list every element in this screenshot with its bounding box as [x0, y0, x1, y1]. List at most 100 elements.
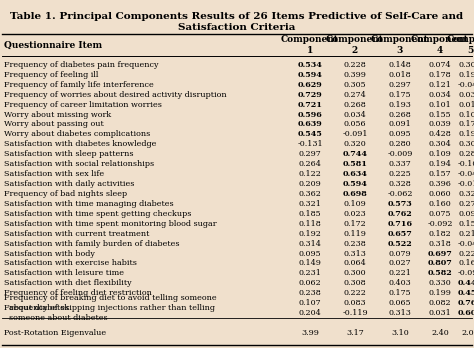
Text: 0.034: 0.034 [344, 111, 366, 119]
Text: 0.594: 0.594 [298, 71, 322, 79]
Text: 0.204: 0.204 [299, 309, 321, 317]
Text: Satisfaction with exercise habits: Satisfaction with exercise habits [4, 259, 137, 267]
Text: -0.012: -0.012 [457, 180, 474, 188]
Text: 0.062: 0.062 [299, 279, 321, 287]
Text: 0.170: 0.170 [459, 120, 474, 128]
Text: 0.321: 0.321 [299, 200, 321, 208]
Text: 0.697: 0.697 [428, 250, 452, 258]
Text: 0.175: 0.175 [389, 91, 411, 99]
Text: 0.083: 0.083 [344, 299, 366, 307]
Text: Frequency of worries about desired activity disruption: Frequency of worries about desired activ… [4, 91, 227, 99]
Text: 0.309: 0.309 [459, 61, 474, 69]
Text: 0.157: 0.157 [428, 170, 451, 178]
Text: Worry about passing out: Worry about passing out [4, 120, 104, 128]
Text: -0.131: -0.131 [297, 140, 323, 148]
Text: 0.320: 0.320 [344, 140, 366, 148]
Text: 0.093: 0.093 [459, 210, 474, 218]
Text: 0.178: 0.178 [428, 71, 451, 79]
Text: 0.403: 0.403 [389, 279, 411, 287]
Text: Frequency of breaking diet to avoid telling someone
  about diabetes: Frequency of breaking diet to avoid tell… [4, 294, 217, 312]
Text: Satisfaction with time managing diabetes: Satisfaction with time managing diabetes [4, 200, 173, 208]
Text: Component
1: Component 1 [281, 35, 339, 55]
Text: Satisfaction with diabetes knowledge: Satisfaction with diabetes knowledge [4, 140, 156, 148]
Text: 0.231: 0.231 [299, 269, 321, 277]
Text: 0.264: 0.264 [299, 160, 321, 168]
Text: Compone
5: Compone 5 [447, 35, 474, 55]
Text: Satisfaction with body: Satisfaction with body [4, 250, 95, 258]
Text: 0.304: 0.304 [428, 140, 451, 148]
Text: -0.046: -0.046 [457, 81, 474, 89]
Text: 3.17: 3.17 [346, 329, 364, 337]
Text: 0.154: 0.154 [459, 220, 474, 228]
Text: 0.185: 0.185 [299, 210, 321, 218]
Text: 0.039: 0.039 [428, 120, 451, 128]
Text: 0.268: 0.268 [389, 111, 411, 119]
Text: 0.271: 0.271 [459, 200, 474, 208]
Text: 3.99: 3.99 [301, 329, 319, 337]
Text: 0.107: 0.107 [299, 299, 321, 307]
Text: Satisfaction with leisure time: Satisfaction with leisure time [4, 269, 124, 277]
Text: 0.534: 0.534 [298, 61, 322, 69]
Text: 0.064: 0.064 [344, 259, 366, 267]
Text: Satisfaction with current treatment: Satisfaction with current treatment [4, 230, 149, 238]
Text: 0.222: 0.222 [344, 289, 366, 297]
Text: 0.119: 0.119 [344, 230, 366, 238]
Text: 0.594: 0.594 [343, 180, 367, 188]
Text: 0.118: 0.118 [299, 220, 321, 228]
Text: 0.657: 0.657 [388, 230, 412, 238]
Text: 0.297: 0.297 [389, 81, 411, 89]
Text: 0.192: 0.192 [458, 71, 474, 79]
Text: 0.545: 0.545 [298, 130, 322, 139]
Text: 0.217: 0.217 [459, 230, 474, 238]
Text: 0.101: 0.101 [428, 101, 451, 109]
Text: Frequency of feeling ill: Frequency of feeling ill [4, 71, 99, 79]
Text: -0.062: -0.062 [387, 190, 413, 198]
Text: 0.155: 0.155 [428, 111, 451, 119]
Text: 0.602: 0.602 [457, 309, 474, 317]
Text: 0.428: 0.428 [428, 130, 451, 139]
Text: Satisfaction with social relationships: Satisfaction with social relationships [4, 160, 154, 168]
Text: 0.209: 0.209 [299, 180, 321, 188]
Text: Satisfaction Criteria: Satisfaction Criteria [178, 23, 296, 32]
Text: 0.228: 0.228 [344, 61, 366, 69]
Text: 0.023: 0.023 [344, 210, 366, 218]
Text: Questionnaire Item: Questionnaire Item [4, 40, 102, 49]
Text: Table 1. Principal Components Results of 26 Items Predictive of Self-Care and: Table 1. Principal Components Results of… [10, 12, 464, 21]
Text: 0.034: 0.034 [428, 91, 451, 99]
Text: 0.221: 0.221 [389, 269, 411, 277]
Text: 0.399: 0.399 [344, 71, 366, 79]
Text: 0.596: 0.596 [298, 111, 322, 119]
Text: Component
2: Component 2 [326, 35, 384, 55]
Text: 0.629: 0.629 [298, 81, 322, 89]
Text: Component
4: Component 4 [411, 35, 469, 55]
Text: 0.280: 0.280 [389, 140, 411, 148]
Text: 0.300: 0.300 [344, 269, 366, 277]
Text: 0.079: 0.079 [389, 250, 411, 258]
Text: -0.009: -0.009 [387, 150, 413, 158]
Text: 0.074: 0.074 [428, 61, 451, 69]
Text: 0.149: 0.149 [299, 259, 321, 267]
Text: 0.721: 0.721 [298, 101, 322, 109]
Text: 0.194: 0.194 [428, 160, 451, 168]
Text: Frequency of feeling diet restriction: Frequency of feeling diet restriction [4, 289, 152, 297]
Text: 0.328: 0.328 [389, 180, 411, 188]
Text: 0.121: 0.121 [428, 81, 451, 89]
Text: 0.762: 0.762 [388, 210, 412, 218]
Text: Frequency of diabetes pain frequency: Frequency of diabetes pain frequency [4, 61, 158, 69]
Text: 0.039: 0.039 [459, 91, 474, 99]
Text: Worry about missing work: Worry about missing work [4, 111, 111, 119]
Text: 0.065: 0.065 [389, 299, 411, 307]
Text: 0.199: 0.199 [428, 289, 451, 297]
Text: 0.172: 0.172 [344, 220, 366, 228]
Text: 0.175: 0.175 [389, 289, 411, 297]
Text: 0.716: 0.716 [388, 220, 412, 228]
Text: 0.162: 0.162 [458, 259, 474, 267]
Text: 0.228: 0.228 [459, 250, 474, 258]
Text: Frequency of skipping injections rather than telling
  someone about diabetes: Frequency of skipping injections rather … [4, 304, 215, 322]
Text: 2.09: 2.09 [461, 329, 474, 337]
Text: 0.807: 0.807 [428, 259, 452, 267]
Text: 0.197: 0.197 [459, 130, 474, 139]
Text: 0.330: 0.330 [428, 279, 451, 287]
Text: 0.268: 0.268 [344, 101, 366, 109]
Text: 0.274: 0.274 [344, 91, 366, 99]
